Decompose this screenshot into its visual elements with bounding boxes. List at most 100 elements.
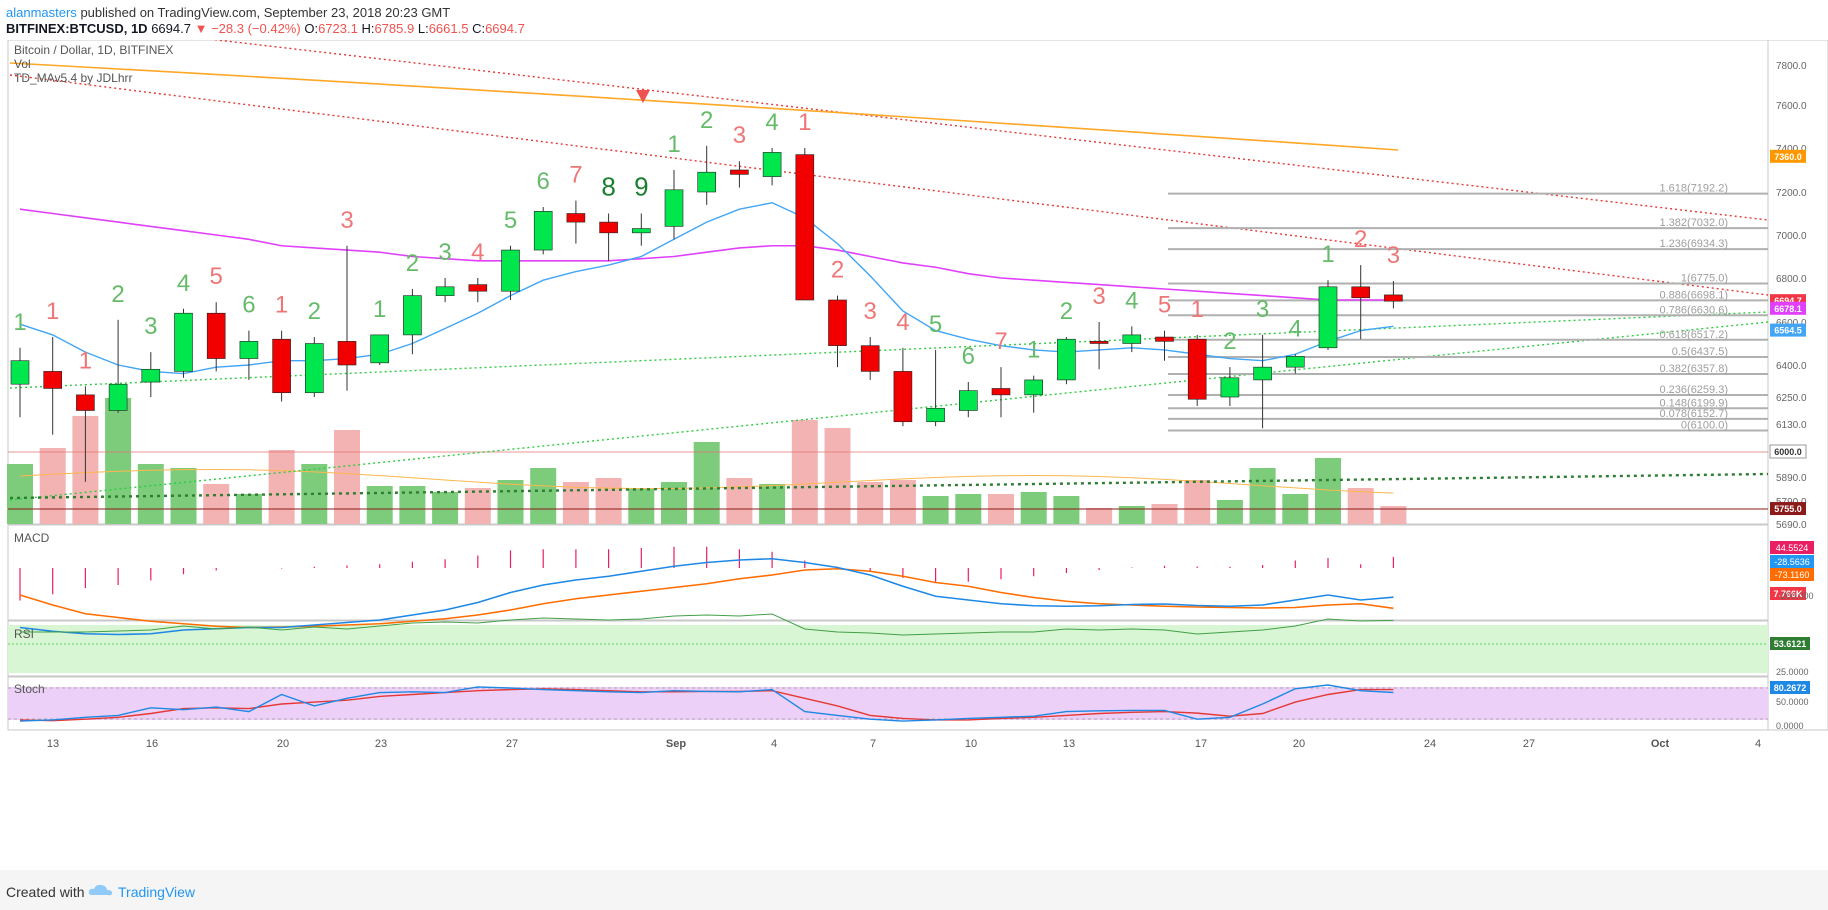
candle-body [697, 171, 717, 193]
time-tick-label: 16 [146, 738, 158, 750]
volume-bar [137, 464, 164, 524]
close-value: 6694.7 [485, 21, 525, 36]
td-count-label: 3 [144, 313, 157, 340]
volume-bar [1184, 480, 1211, 524]
open-label: O: [304, 21, 319, 36]
macd-title: MACD [14, 531, 50, 545]
candle-body [239, 341, 259, 359]
price-tick-label: 6800.0 [1776, 274, 1807, 285]
price-tag-box [1770, 323, 1806, 337]
macd-value-label: -28.5636 [1774, 557, 1810, 567]
volume-bar [7, 464, 33, 524]
rsi-line [20, 613, 1394, 636]
td-count-label: 1 [13, 309, 26, 336]
ohlc-line: BITFINEX:BTCUSD, 1D 6694.7 ▼ −28.3 (−0.4… [6, 21, 525, 36]
candle-body [1286, 356, 1305, 368]
td-count-label: 7 [569, 162, 582, 189]
candle-body [1089, 341, 1109, 344]
td-count-label: 1 [46, 298, 59, 325]
candle-body [991, 388, 1011, 396]
volume-bar [1380, 506, 1407, 524]
volume-bar [1347, 488, 1374, 524]
price-tag-label: 6678.1 [1774, 304, 1802, 314]
fib-label: 0.5(6437.5) [1672, 346, 1728, 358]
td-count-label: 6 [537, 168, 550, 195]
candle-body [141, 368, 161, 383]
price-tick-label: 6250.0 [1776, 393, 1807, 404]
pane-0 [7, 40, 1769, 525]
volume-bar [1151, 504, 1178, 524]
time-tick-label: 7 [870, 738, 876, 750]
candle-body [108, 383, 128, 411]
time-tick-label: 17 [1195, 738, 1207, 750]
rsi-title: RSI [14, 627, 34, 641]
time-tick-label: 20 [277, 738, 289, 750]
volume-bar [791, 420, 818, 524]
chart-canvas[interactable]: 7800.07600.07400.07200.07000.06800.06600… [0, 40, 1828, 870]
macd-value-label: 44.5524 [1776, 543, 1809, 553]
legend-title: Bitcoin / Dollar, 1D, BITFINEX [14, 43, 173, 57]
candle-body [631, 228, 651, 234]
td-count-label: 5 [929, 311, 942, 338]
fib-label: 0.786(6630.6) [1660, 304, 1729, 316]
td-count-label: 5 [1158, 292, 1171, 319]
td-count-label: 3 [1256, 296, 1269, 323]
volume-bar [203, 484, 230, 524]
time-tick-label: 27 [506, 738, 518, 750]
stoch-axis-label: 50.0000 [1776, 697, 1809, 707]
rsi-value-label: 53.6121 [1774, 639, 1807, 649]
time-tick-label: 24 [1424, 738, 1436, 750]
time-tick-label: 23 [375, 738, 387, 750]
price-tag-box [1770, 587, 1806, 600]
candle-body [566, 213, 586, 223]
td-count-label: 1 [1191, 296, 1204, 323]
fib-label: 1.618(7192.2) [1660, 183, 1729, 195]
time-tick-label: 10 [965, 738, 977, 750]
last-price: 6694.7 [151, 21, 191, 36]
macd-value-label: -200.000 [1778, 591, 1814, 601]
candle-body [599, 221, 618, 234]
legend-vol: Vol [14, 57, 31, 71]
time-tick-label: 20 [1293, 738, 1305, 750]
footer-bar: Created with TradingView [0, 870, 1828, 910]
td-count-label: 2 [831, 257, 844, 284]
stoch-value-label: 80.2672 [1774, 683, 1807, 693]
volume-bar [432, 492, 459, 524]
candle-body [206, 312, 226, 359]
candle-body [468, 284, 488, 292]
candle-body [958, 390, 978, 411]
macd-value-box [1770, 541, 1814, 554]
fib-label: 0.886(6698.1) [1660, 289, 1729, 301]
volume-bar [889, 480, 916, 524]
low-label: L: [417, 21, 429, 36]
volume-bar [1086, 508, 1113, 524]
fib-label: 1(6775.0) [1681, 273, 1728, 285]
fib-label: 1.382(7032.0) [1660, 217, 1729, 229]
candle-body [1253, 366, 1272, 381]
volume-bar [726, 478, 753, 524]
td-count-label: 5 [210, 263, 223, 290]
price-tag-label: 5755.0 [1774, 504, 1802, 514]
td-count-label: 3 [864, 298, 877, 325]
price-tick-label: 6130.0 [1776, 420, 1807, 431]
author-link[interactable]: alanmasters [6, 5, 77, 20]
candle-body [501, 249, 520, 292]
candle-body [1057, 338, 1076, 381]
volume-bar [268, 450, 295, 524]
tradingview-brand-link[interactable]: TradingView [118, 884, 196, 900]
candle-body [370, 334, 390, 364]
tradingview-cloud-icon[interactable] [88, 882, 114, 898]
rsi-value-box [1770, 637, 1810, 650]
volume-bar [1053, 496, 1080, 524]
td-count-label: 1 [1027, 337, 1040, 364]
macd-value-box [1770, 568, 1814, 581]
td-count-label: 2 [1354, 226, 1367, 253]
price-tag-box [1769, 444, 1807, 459]
candle-body [1155, 336, 1174, 342]
candle-body [1187, 338, 1207, 400]
volume-bar [693, 442, 720, 524]
candle-body [1024, 379, 1043, 396]
td-count-label: 2 [308, 298, 321, 325]
price-tick-label: 6400.0 [1776, 361, 1807, 372]
volume-bar [562, 482, 589, 524]
